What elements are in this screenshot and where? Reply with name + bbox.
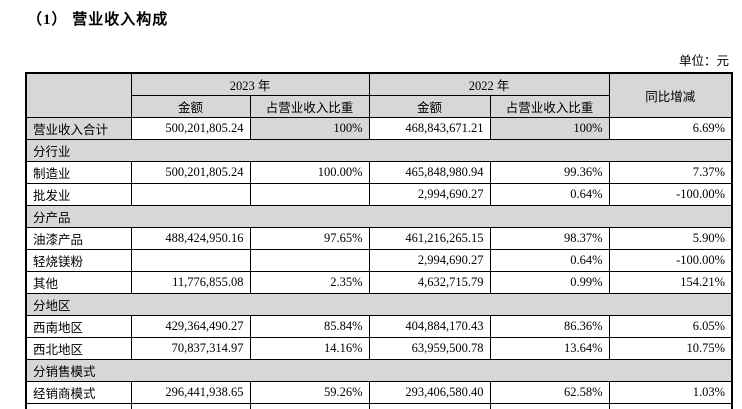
proportion-2022-cell: 62.58% xyxy=(489,381,610,404)
header-row-subcolumns: 金额 占营业收入比重 金额 占营业收入比重 xyxy=(26,95,732,118)
header-row-years: 2023 年 2022 年 同比增减 xyxy=(25,72,733,118)
proportion-2023-cell: 85.84% xyxy=(249,315,370,338)
row-label: 经销商模式 xyxy=(25,381,132,404)
amount-2023-cell: 500,201,805.24 xyxy=(130,117,251,140)
row-label: 西北地区 xyxy=(25,337,132,360)
yoy-cell: 7.37% xyxy=(608,161,733,184)
proportion-2022-cell: 37.42% xyxy=(489,403,610,409)
table-row: 制造业 500,201,805.24 100.00% 465,848,980.9… xyxy=(25,161,733,184)
section-row-product: 分产品 xyxy=(25,205,733,228)
header-proportion-2022: 占营业收入比重 xyxy=(489,95,610,118)
proportion-2023-cell: 40.74% xyxy=(249,403,370,409)
proportion-2023-cell xyxy=(249,183,370,206)
header-proportion-2023: 占营业收入比重 xyxy=(249,95,370,118)
amount-2023-cell xyxy=(130,183,251,206)
row-label: 西南地区 xyxy=(25,315,132,338)
amount-2023-cell: 70,837,314.97 xyxy=(130,337,251,360)
header-year-2023: 2023 年 xyxy=(130,72,370,96)
yoy-cell: -100.00% xyxy=(608,249,733,272)
table-row: 轻烧镁粉 2,994,690.27 0.64% -100.00% xyxy=(25,249,733,272)
amount-2022-cell: 293,406,580.40 xyxy=(368,381,491,404)
page-title: （1） 营业收入构成 xyxy=(27,12,169,28)
amount-2022-cell: 2,994,690.27 xyxy=(368,183,491,206)
header-corner-cell xyxy=(25,72,132,118)
table-row: 批发业 2,994,690.27 0.64% -100.00% xyxy=(25,183,733,206)
table-row: 油漆产品 488,424,950.16 97.65% 461,216,265.1… xyxy=(25,227,733,250)
proportion-2022-cell: 0.64% xyxy=(489,183,610,206)
amount-2022-cell: 175,437,090.81 xyxy=(368,403,491,409)
amount-2023-cell: 11,776,855.08 xyxy=(130,271,251,294)
amount-2023-cell: 500,201,805.24 xyxy=(130,161,251,184)
header-amount-2022: 金额 xyxy=(368,95,491,118)
amount-2022-cell: 404,884,170.43 xyxy=(368,315,491,338)
amount-2023-cell: 488,424,950.16 xyxy=(130,227,251,250)
amount-2022-cell: 468,843,671.21 xyxy=(368,117,491,140)
row-label: 油漆产品 xyxy=(25,227,132,250)
section-row-region: 分地区 xyxy=(25,293,733,316)
amount-2023-cell: 203,759,866.59 xyxy=(130,403,251,409)
table-row: 其他 11,776,855.08 2.35% 4,632,715.79 0.99… xyxy=(25,271,733,294)
proportion-2023-cell xyxy=(249,249,370,272)
row-label: 制造业 xyxy=(25,161,132,184)
row-label: 其他 xyxy=(25,271,132,294)
header-amount-2023: 金额 xyxy=(130,95,251,118)
table-row: 直销模式 203,759,866.59 40.74% 175,437,090.8… xyxy=(25,403,733,409)
amount-2022-cell: 63,959,500.78 xyxy=(368,337,491,360)
yoy-cell: 16.14% xyxy=(608,403,733,409)
yoy-cell: -100.00% xyxy=(608,183,733,206)
proportion-2023-cell: 97.65% xyxy=(249,227,370,250)
header-year-2022: 2022 年 xyxy=(368,72,610,96)
row-label: 轻烧镁粉 xyxy=(25,249,132,272)
amount-2022-cell: 4,632,715.79 xyxy=(368,271,491,294)
section-label: 分销售模式 xyxy=(25,359,733,382)
proportion-2022-cell: 99.36% xyxy=(489,161,610,184)
table-row-total: 营业收入合计 500,201,805.24 100% 468,843,671.2… xyxy=(25,117,733,140)
proportion-2022-cell: 86.36% xyxy=(489,315,610,338)
proportion-2023-cell: 2.35% xyxy=(249,271,370,294)
table-row: 西南地区 429,364,490.27 85.84% 404,884,170.4… xyxy=(25,315,733,338)
proportion-2022-cell: 0.99% xyxy=(489,271,610,294)
unit-label: 单位：元 xyxy=(678,54,729,68)
revenue-composition-table: 2023 年 2022 年 同比增减 金额 占营业收入比重 金额 占营业收入比重… xyxy=(25,72,734,409)
amount-2023-cell xyxy=(130,249,251,272)
table-row: 经销商模式 296,441,938.65 59.26% 293,406,580.… xyxy=(25,381,733,404)
yoy-cell: 10.75% xyxy=(608,337,733,360)
section-label: 分地区 xyxy=(25,293,733,316)
proportion-2022-cell: 0.64% xyxy=(489,249,610,272)
yoy-cell: 6.69% xyxy=(608,117,733,140)
section-label: 分产品 xyxy=(25,205,733,228)
proportion-2022-cell: 13.64% xyxy=(489,337,610,360)
amount-2022-cell: 465,848,980.94 xyxy=(368,161,491,184)
amount-2023-cell: 296,441,938.65 xyxy=(130,381,251,404)
yoy-cell: 5.90% xyxy=(608,227,733,250)
header-yoy-change: 同比增减 xyxy=(608,72,733,118)
amount-2022-cell: 2,994,690.27 xyxy=(368,249,491,272)
proportion-2023-cell: 100% xyxy=(249,117,370,140)
yoy-cell: 1.03% xyxy=(608,381,733,404)
proportion-2023-cell: 100.00% xyxy=(249,161,370,184)
yoy-cell: 6.05% xyxy=(608,315,733,338)
row-label: 批发业 xyxy=(25,183,132,206)
row-label: 直销模式 xyxy=(25,403,132,409)
amount-2022-cell: 461,216,265.15 xyxy=(368,227,491,250)
row-label: 营业收入合计 xyxy=(25,117,132,140)
amount-2023-cell: 429,364,490.27 xyxy=(130,315,251,338)
proportion-2022-cell: 100% xyxy=(489,117,610,140)
section-row-industry: 分行业 xyxy=(25,139,733,162)
section-label: 分行业 xyxy=(25,139,733,162)
table-row: 西北地区 70,837,314.97 14.16% 63,959,500.78 … xyxy=(25,337,733,360)
section-row-sales-model: 分销售模式 xyxy=(25,359,733,382)
yoy-cell: 154.21% xyxy=(608,271,733,294)
proportion-2022-cell: 98.37% xyxy=(489,227,610,250)
proportion-2023-cell: 59.26% xyxy=(249,381,370,404)
proportion-2023-cell: 14.16% xyxy=(249,337,370,360)
